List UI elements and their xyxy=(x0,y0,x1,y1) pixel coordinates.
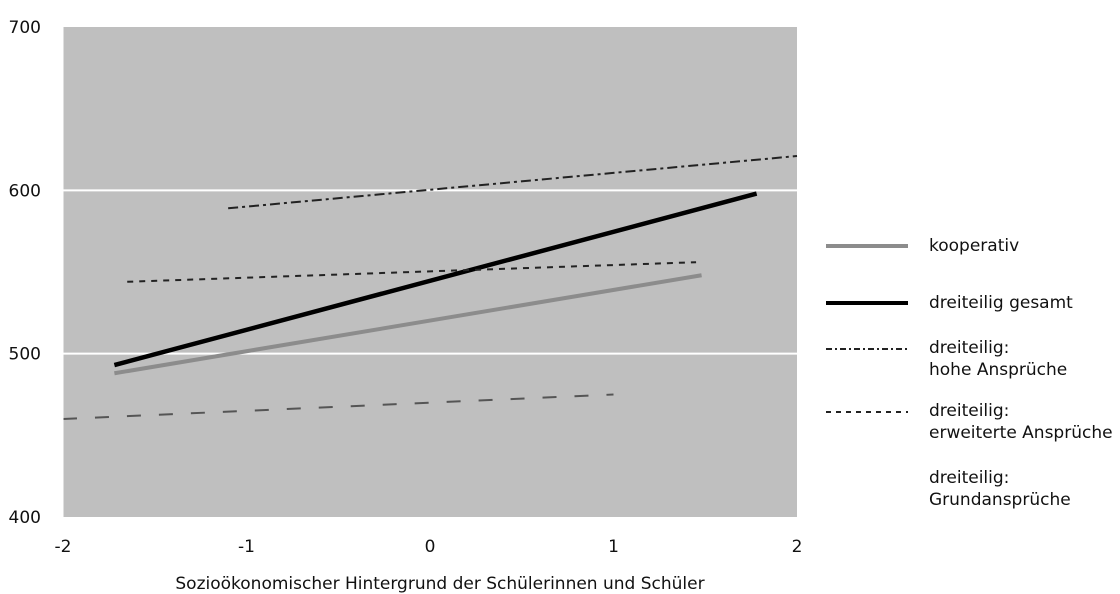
legend-label: Grundansprüche xyxy=(929,490,1071,510)
series-line xyxy=(228,155,798,210)
legend-label: dreiteilig: xyxy=(929,338,1010,358)
legend-swatch-hohe-ansprueche xyxy=(826,348,908,350)
x-tick-label: -2 xyxy=(55,537,72,557)
legend-swatch-kooperativ xyxy=(826,244,908,248)
legend-swatch-dreiteilig-gesamt xyxy=(826,301,908,305)
legend-label: dreiteilig gesamt xyxy=(929,293,1073,313)
y-tick-label: 500 xyxy=(9,345,41,365)
legend-label: hohe Ansprüche xyxy=(929,360,1068,380)
series-line xyxy=(113,191,758,368)
legend-label: kooperativ xyxy=(929,236,1020,256)
y-tick-label: 400 xyxy=(9,508,41,528)
axes: 400 500 600 700 -2 -1 0 1 2 xyxy=(9,18,803,557)
x-tick-label: 2 xyxy=(792,537,803,557)
x-tick-label: 0 xyxy=(425,537,436,557)
legend-label: erweiterte Ansprüche xyxy=(929,423,1113,443)
series-lines xyxy=(62,155,798,420)
x-tick-label: -1 xyxy=(238,537,255,557)
series-line xyxy=(114,273,702,376)
y-tick-label: 700 xyxy=(9,18,41,38)
x-tick-label: 1 xyxy=(608,537,619,557)
legend-label: dreiteilig: xyxy=(929,468,1010,488)
y-tick-label: 600 xyxy=(9,181,41,201)
x-axis-label: Sozioökonomischer Hintergrund der Schüle… xyxy=(175,574,704,594)
legend-label: dreiteilig: xyxy=(929,401,1010,421)
legend-swatch-erweiterte-ansprueche xyxy=(826,411,908,413)
series-line xyxy=(62,393,614,420)
grid-lines xyxy=(63,189,797,355)
